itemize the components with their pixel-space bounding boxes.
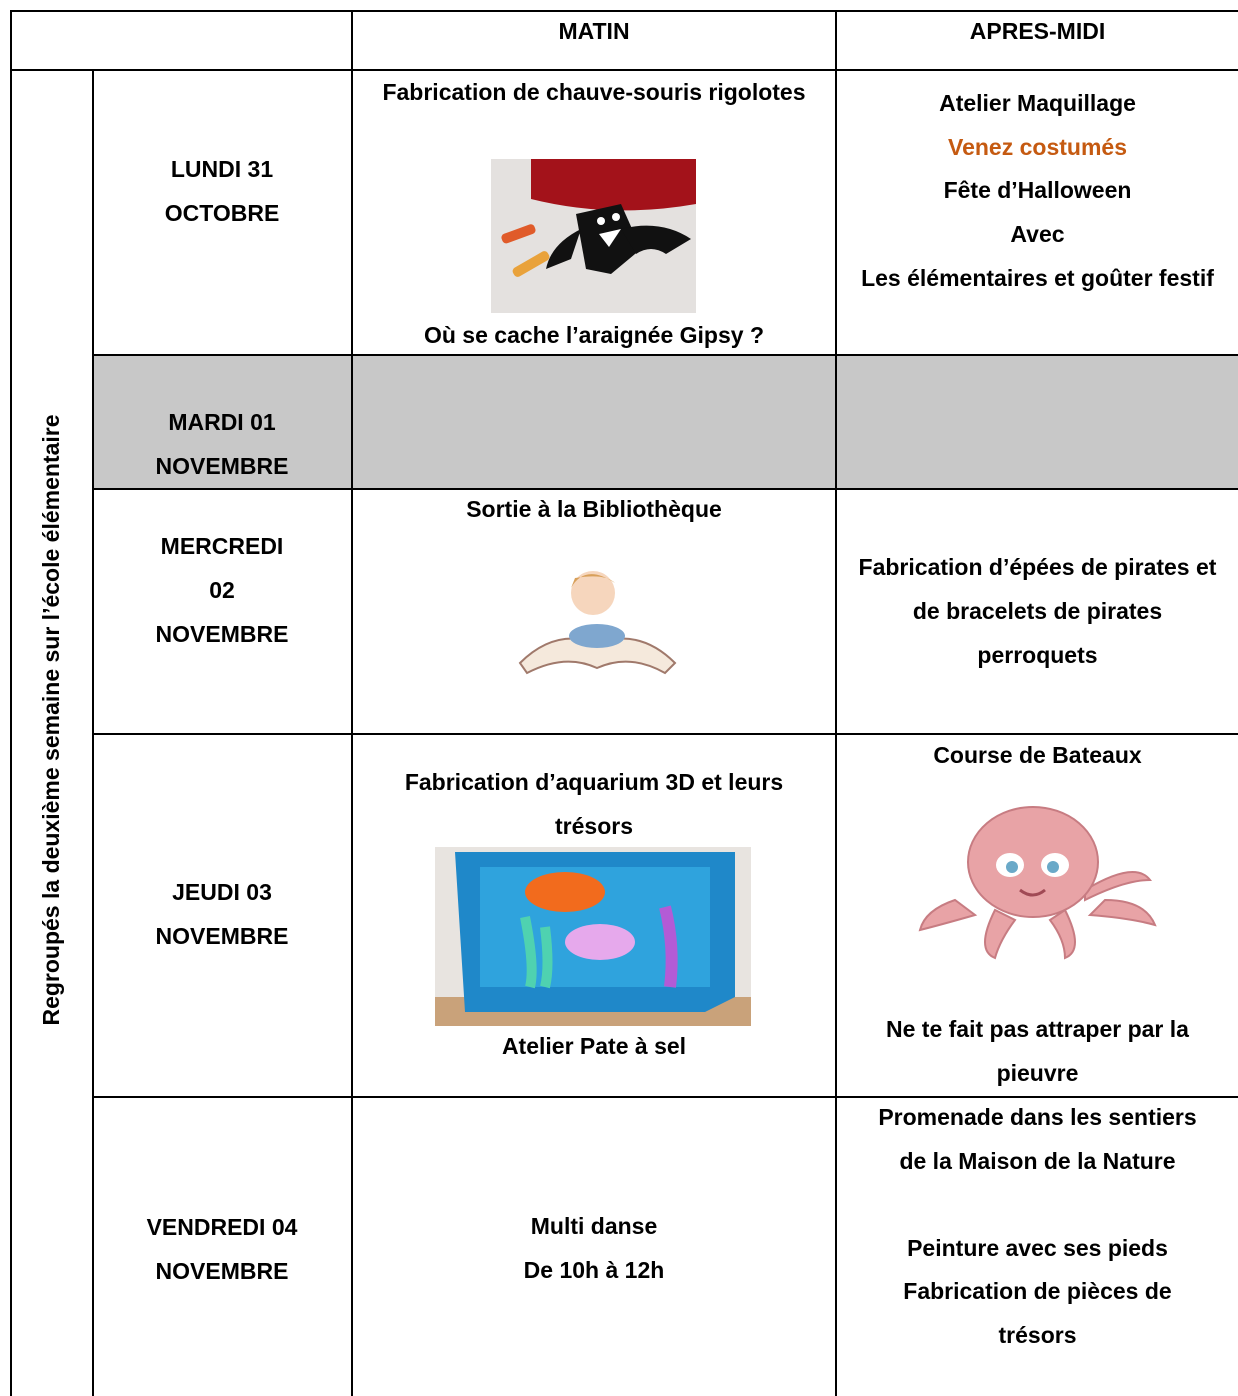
border xyxy=(93,1096,1238,1098)
activity: Où se cache l’araignée Gipsy ? xyxy=(423,322,765,348)
aquarium-photo xyxy=(435,847,751,1026)
day: MARDI 01 NOVEMBRE xyxy=(93,400,351,488)
border xyxy=(10,69,1238,71)
activity: Atelier Pate à sel xyxy=(501,1033,687,1059)
activity: Les élémentaires et goûter festif xyxy=(861,265,1214,291)
border xyxy=(10,10,1238,12)
activity: Multi danse xyxy=(530,1213,658,1239)
activity: Fabrication de chauve-souris rigolotes xyxy=(382,79,806,105)
day: VENDREDI 04 NOVEMBRE xyxy=(93,1205,351,1293)
side-label: Regroupés la deuxième semaine sur l’écol… xyxy=(38,414,64,1026)
activity: Avec xyxy=(1010,221,1065,247)
day-line: NOVEMBRE xyxy=(155,453,289,479)
border xyxy=(93,733,1238,735)
bat-photo xyxy=(491,159,696,313)
day-line: 02 xyxy=(209,577,235,603)
library-drawing xyxy=(518,571,677,675)
activity: Fabrication de pièces de trésors xyxy=(903,1278,1172,1348)
activity: Sortie à la Bibliothèque xyxy=(466,496,722,522)
activity: Fabrication d’aquarium 3D et leurs tréso… xyxy=(404,769,784,839)
border xyxy=(351,10,353,1396)
activity: Promenade dans les sentiers de la Maison… xyxy=(878,1104,1197,1174)
day: LUNDI 31 OCTOBRE xyxy=(93,147,351,235)
holiday-row xyxy=(93,355,1238,489)
border xyxy=(93,354,1238,356)
header-matin: MATIN xyxy=(558,18,630,44)
day: JEUDI 03 NOVEMBRE xyxy=(93,870,351,958)
day-line: JEUDI 03 xyxy=(172,879,272,905)
border xyxy=(10,10,12,1396)
activity: Course de Bateaux xyxy=(933,742,1142,768)
day-line: NOVEMBRE xyxy=(155,621,289,647)
day-line: MERCREDI xyxy=(160,533,284,559)
border xyxy=(92,70,94,1396)
day-line: VENDREDI 04 xyxy=(146,1214,298,1240)
octopus-drawing xyxy=(918,806,1157,960)
activity: Fabrication d’épées de pirates et de bra… xyxy=(858,554,1217,668)
day-line: MARDI 01 xyxy=(168,409,276,435)
header-apres-midi: APRES-MIDI xyxy=(969,18,1106,44)
day-line: NOVEMBRE xyxy=(155,923,289,949)
border xyxy=(93,488,1238,490)
activity: Atelier Maquillage xyxy=(939,90,1136,116)
day-line: NOVEMBRE xyxy=(155,1258,289,1284)
activity: De 10h à 12h xyxy=(523,1257,665,1283)
border xyxy=(835,10,837,1396)
day-line: LUNDI 31 xyxy=(170,156,274,182)
activity: Fête d’Halloween xyxy=(943,177,1132,203)
activity: Peinture avec ses pieds xyxy=(907,1235,1168,1261)
day: MERCREDI 02 NOVEMBRE xyxy=(93,524,351,656)
activity: Ne te fait pas attraper par la pieuvre xyxy=(886,1016,1189,1086)
day-line: OCTOBRE xyxy=(164,200,280,226)
activity-highlight: Venez costumés xyxy=(948,134,1127,160)
